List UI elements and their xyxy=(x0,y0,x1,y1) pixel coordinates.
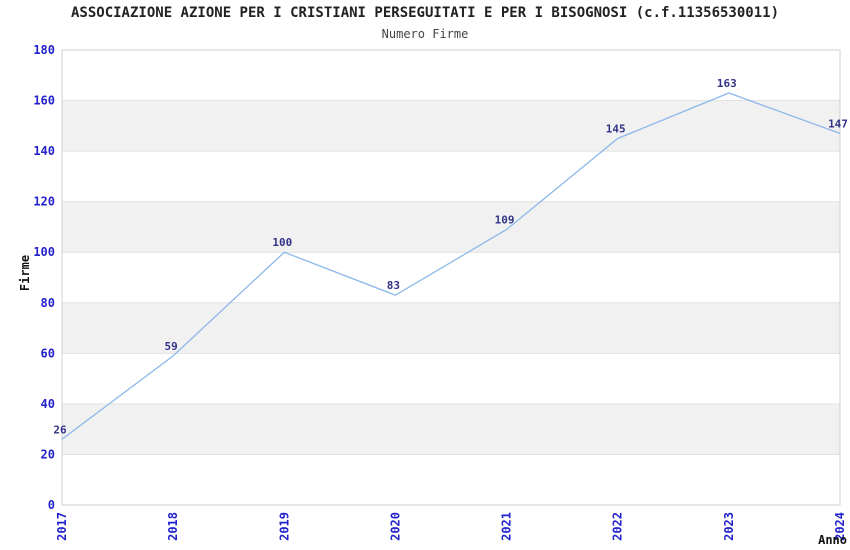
grid-band xyxy=(62,403,840,455)
data-point-label: 163 xyxy=(717,77,737,90)
x-tick-label: 2023 xyxy=(722,512,736,541)
grid-band xyxy=(62,100,840,152)
y-tick-label: 140 xyxy=(33,144,55,158)
x-tick-label: 2021 xyxy=(500,512,514,541)
x-tick-label: 2022 xyxy=(611,512,625,541)
x-tick-label: 2019 xyxy=(277,512,291,541)
data-line xyxy=(61,92,841,440)
data-point-label: 83 xyxy=(387,279,400,292)
grid-band xyxy=(62,50,840,101)
y-tick-label: 80 xyxy=(41,296,55,310)
data-point-label: 59 xyxy=(165,340,178,353)
grid-band xyxy=(62,353,840,404)
y-tick-label: 20 xyxy=(41,447,55,461)
data-point-label: 26 xyxy=(53,423,67,436)
x-tick-label: 2024 xyxy=(833,512,847,541)
grid-band xyxy=(62,201,840,253)
x-axis-label: Anno xyxy=(818,533,847,547)
data-point-label: 100 xyxy=(272,236,292,249)
y-tick-label: 160 xyxy=(33,94,55,108)
data-point-label: 147 xyxy=(828,117,848,130)
data-point-label: 145 xyxy=(606,122,626,135)
y-tick-label: 40 xyxy=(41,397,55,411)
plot-border xyxy=(61,49,841,506)
grid-band xyxy=(62,302,840,354)
y-tick-label: 60 xyxy=(41,346,55,360)
x-tick-label: 2017 xyxy=(55,512,69,541)
chart-title: ASSOCIAZIONE AZIONE PER I CRISTIANI PERS… xyxy=(70,5,779,21)
grid-band xyxy=(62,252,840,303)
chart-subtitle: Numero Firme xyxy=(381,27,469,41)
grid-band xyxy=(62,151,840,202)
data-point-label: 109 xyxy=(495,213,515,226)
grid-band xyxy=(62,454,840,505)
x-tick-label: 2018 xyxy=(166,512,180,541)
y-tick-label: 180 xyxy=(33,43,55,57)
y-tick-label: 100 xyxy=(33,245,55,259)
y-tick-label: 0 xyxy=(48,498,55,512)
x-tick-label: 2020 xyxy=(388,512,402,541)
y-tick-label: 120 xyxy=(33,195,55,209)
